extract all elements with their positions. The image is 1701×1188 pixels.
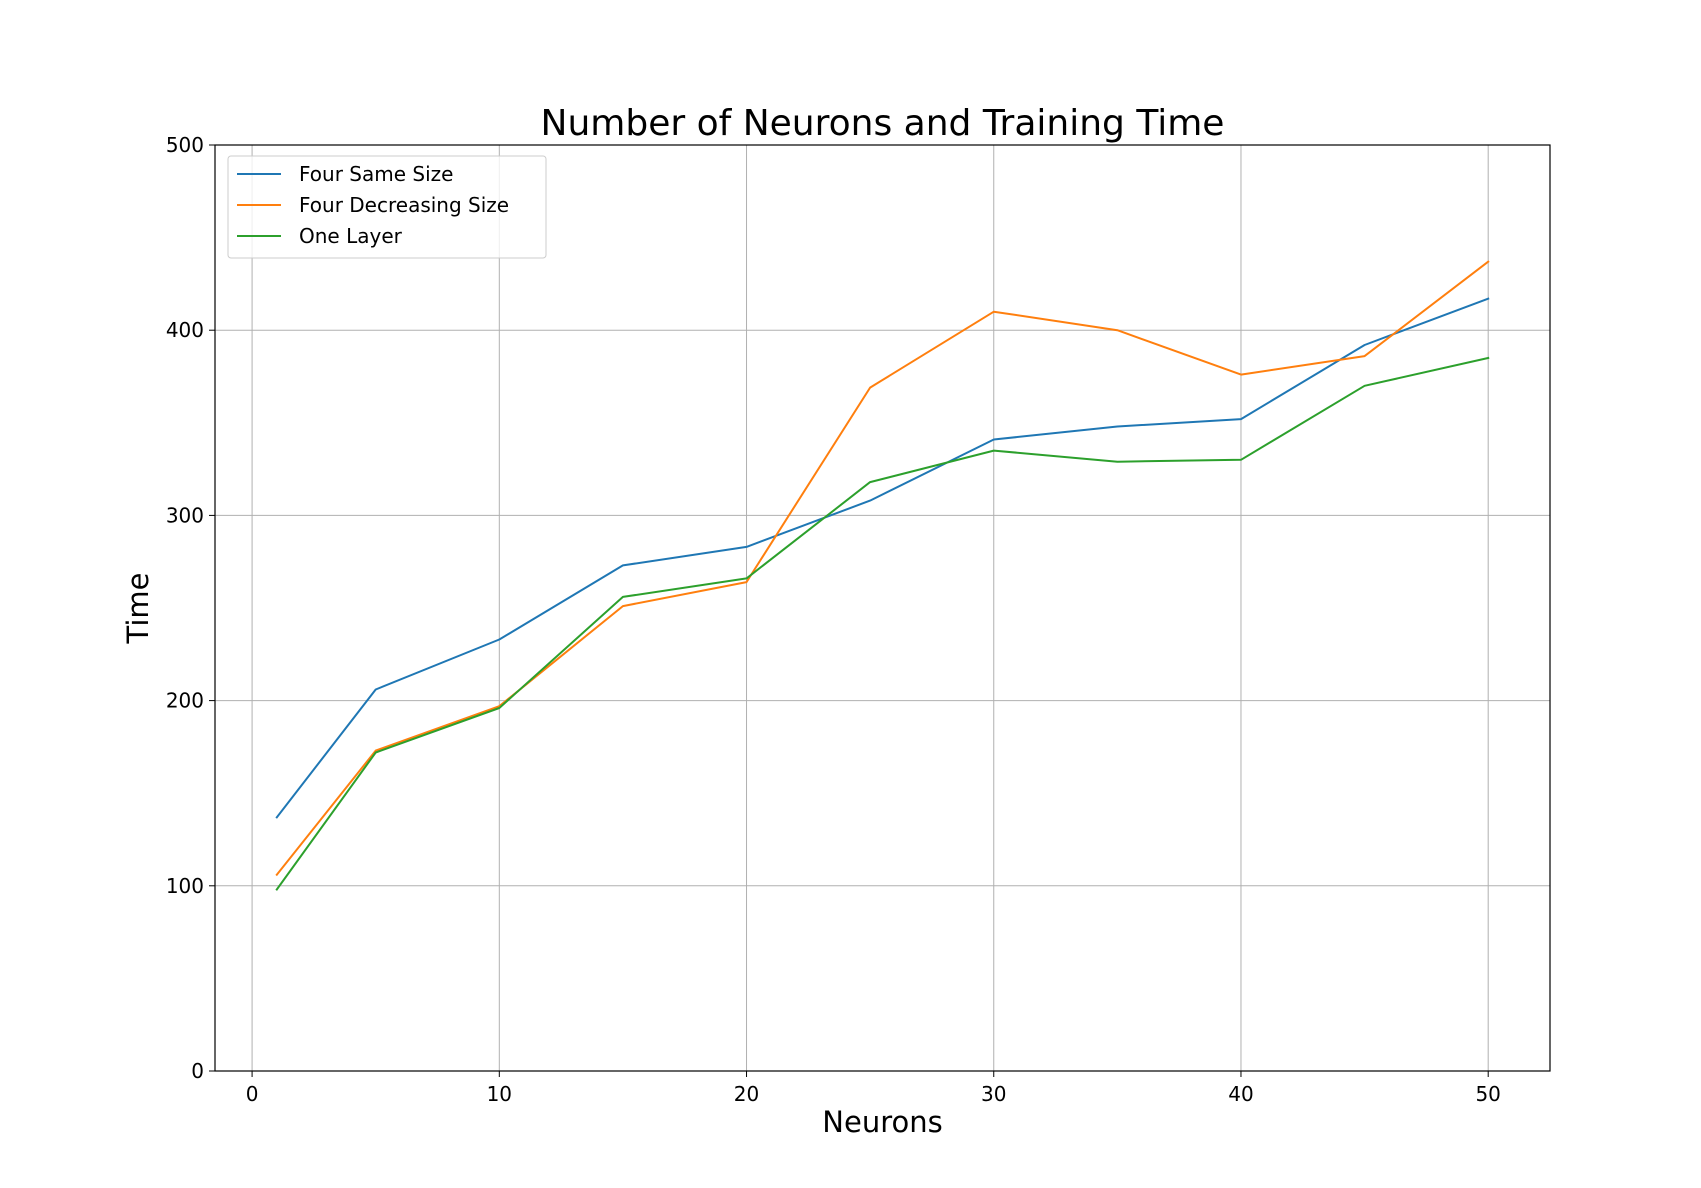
y-tick-label: 100 (166, 874, 204, 898)
series-lines (275, 260, 1490, 891)
legend: Four Same Size Four Decreasing Size One La… (227, 155, 547, 259)
x-tick-label: 30 (981, 1082, 1006, 1106)
x-tick-label: 10 (487, 1082, 512, 1106)
y-tick-label: 0 (191, 1059, 204, 1083)
series-line-four-decreasing-size (275, 260, 1490, 877)
chart-title: Number of Neurons and Training Time (541, 103, 1225, 144)
x-tick-label: 0 (246, 1082, 259, 1106)
legend-box (227, 155, 547, 259)
x-axis-label: Neurons (822, 1105, 942, 1139)
legend-entry: Four Decreasing Size (299, 193, 509, 217)
series-line-one-layer (275, 356, 1490, 891)
x-tick-label: 20 (734, 1082, 759, 1106)
y-tick-label: 500 (166, 133, 204, 157)
legend-entry: One Layer (299, 224, 403, 248)
y-tick-label: 300 (166, 503, 204, 527)
grid (215, 144, 1550, 1072)
x-tick-label: 50 (1475, 1082, 1500, 1106)
plot-frame (214, 144, 1551, 1072)
legend-entry: Four Same Size (299, 162, 453, 186)
y-axis-label: Time (121, 573, 155, 645)
series-line-four-same-size (275, 297, 1490, 819)
x-tick-label: 40 (1228, 1082, 1253, 1106)
y-tick-label: 200 (166, 689, 204, 713)
y-tick-label: 400 (166, 318, 204, 342)
